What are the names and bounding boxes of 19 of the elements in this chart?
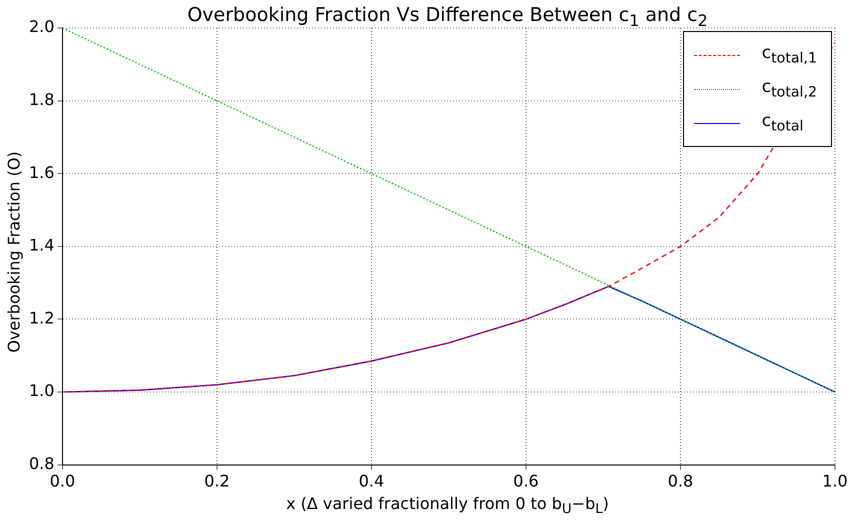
x-tick-label: 1.0 (822, 472, 848, 491)
y-tick-label: 1.4 (28, 236, 54, 255)
legend-label: c$_{total,1}$ (762, 43, 817, 67)
x-tick-label: 0.4 (358, 472, 384, 491)
x-tick-label: 0.6 (513, 472, 539, 491)
y-tick-label: 1.8 (28, 90, 54, 109)
y-axis-title: Overbooking Fraction (O) (4, 151, 24, 353)
y-tick-label: 1.6 (28, 162, 54, 182)
y-tick-label: 0.8 (28, 454, 54, 473)
legend-label: c$_{total,2}$ (762, 77, 817, 101)
x-tick-label: 0.0 (50, 472, 76, 491)
legend-label: c$_{total}$ (762, 111, 804, 135)
y-tick-label: 1.0 (28, 381, 54, 400)
x-axis-title: x (Δ varied fractionally from 0 to b$_{U}$−b$_{L}$) (285, 494, 610, 518)
y-tick-label: 1.2 (28, 308, 54, 328)
x-tick-label: 0.8 (668, 472, 694, 491)
x-tick-label: 0.2 (204, 472, 230, 491)
y-tick-label: 2.0 (28, 17, 54, 36)
chart-title: Overbooking Fraction Vs Difference Between c$_{1}$ and c$_{2}$ (186, 4, 709, 30)
